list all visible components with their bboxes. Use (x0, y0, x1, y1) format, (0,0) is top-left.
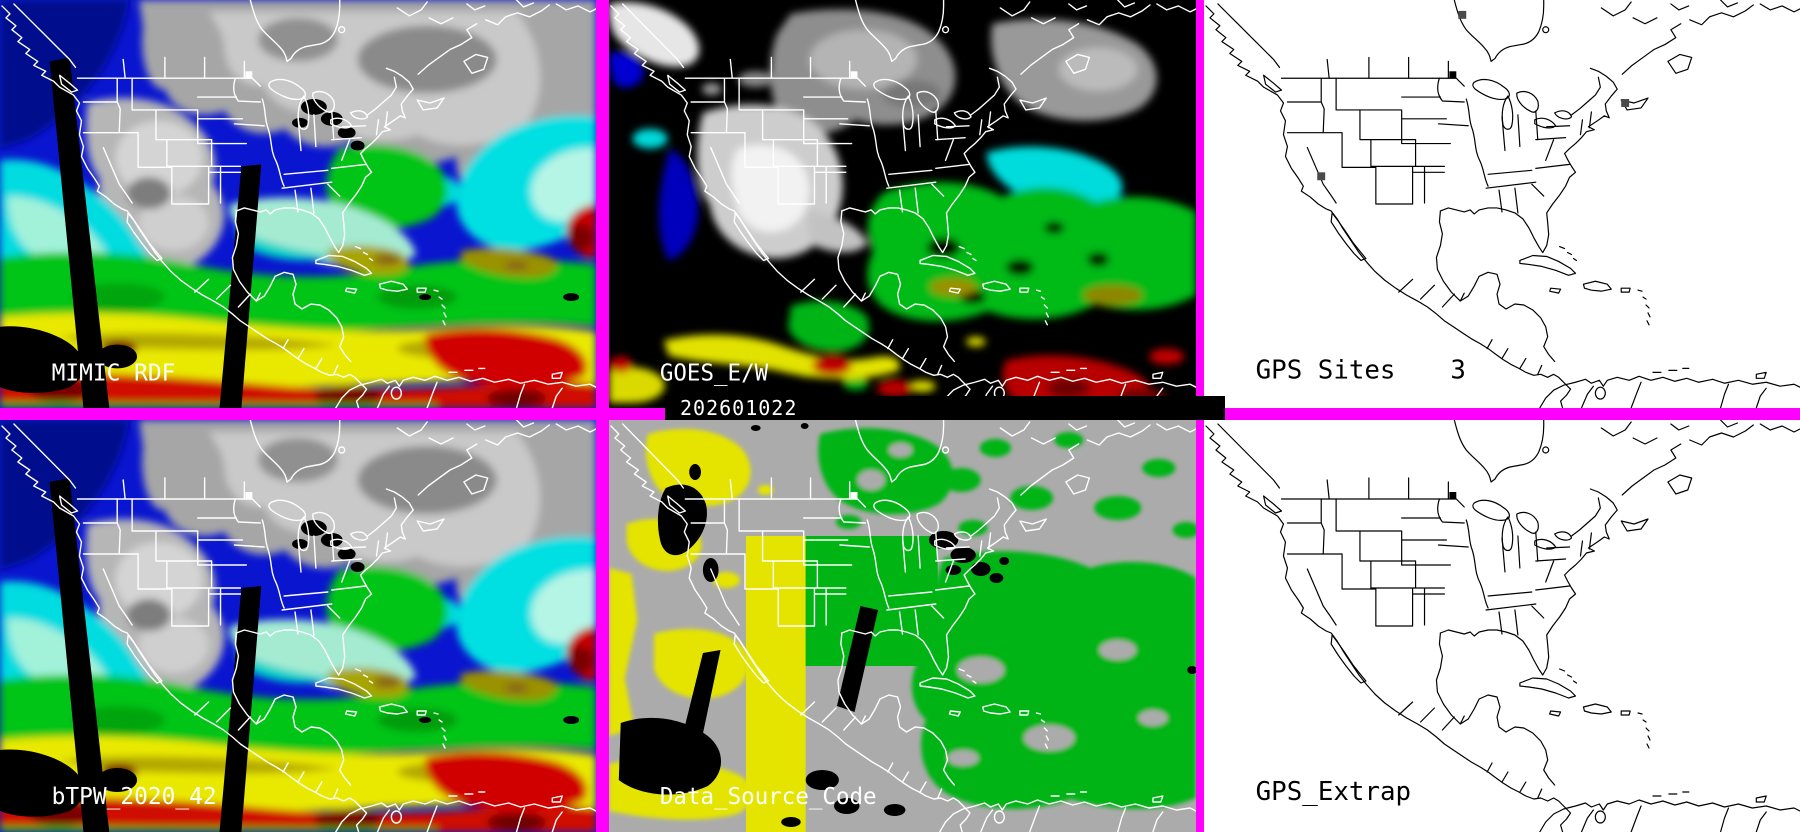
timestamp-bar: 202601022 (665, 396, 1225, 420)
map-outline (1205, 420, 1800, 832)
gps-sites-count: 3 (1450, 355, 1466, 385)
panel-gps-extrap: GPS_Extrap (1204, 420, 1800, 832)
map-outline (1205, 0, 1800, 408)
panel-goes-ew: GOES_E/W (609, 0, 1196, 408)
panel-mimic-rdf: MIMIC RDF (0, 0, 596, 408)
gps-sites-label: GPS Sites (1256, 355, 1396, 385)
gps-site-marker (1621, 99, 1630, 107)
data-source-code-label: Data_Source_Code (660, 784, 877, 810)
btpw-label: bTPW_2020_42 (52, 784, 217, 810)
panel-btpw: bTPW_2020_42 (0, 420, 596, 832)
gps-sites-markers (1317, 10, 1630, 181)
gps-extrap-image: GPS_Extrap (1205, 420, 1800, 832)
gps-site-marker (1317, 172, 1326, 181)
goes-ew-label: GOES_E/W (660, 360, 769, 386)
btpw-image: bTPW_2020_42 (0, 420, 596, 832)
panel-data-source-code: Data_Source_Code (609, 420, 1196, 832)
gps-sites-image: GPS Sites 3 (1205, 0, 1800, 408)
mimic-rdf-image: MIMIC RDF (0, 0, 596, 408)
mimic-rdf-label: MIMIC RDF (52, 360, 176, 386)
panel-gps-sites: GPS Sites 3 (1204, 0, 1800, 408)
gps-extrap-label: GPS_Extrap (1256, 777, 1411, 807)
timestamp-text: 202601022 (680, 396, 798, 420)
goes-ew-image: GOES_E/W (609, 0, 1196, 408)
gps-site-marker (1458, 10, 1467, 19)
data-source-code-image: Data_Source_Code (609, 420, 1196, 832)
